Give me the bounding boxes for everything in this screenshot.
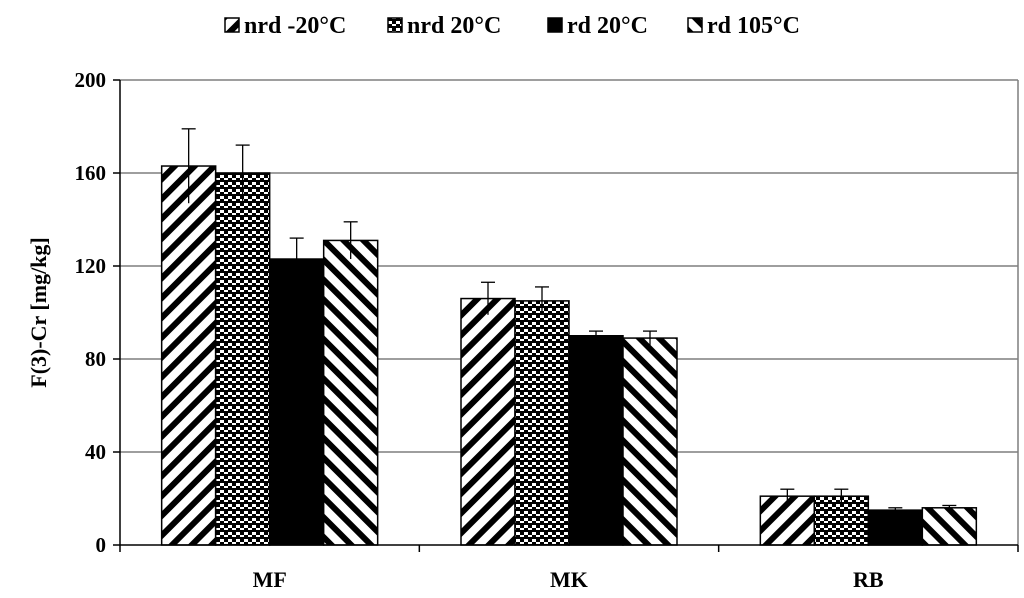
y-tick-label: 40	[85, 440, 106, 464]
bar-mk-2	[568, 335, 624, 546]
bar-mf-1	[214, 172, 271, 546]
y-tick-label: 80	[85, 347, 106, 371]
bar-rb-0	[759, 495, 816, 546]
bar-mf-0	[160, 165, 217, 546]
bar-rb-2	[867, 509, 924, 546]
x-tick-label: RB	[853, 567, 884, 592]
legend-swatch	[224, 17, 240, 33]
legend-item: rd 20°C	[547, 13, 648, 39]
bar-mf-2	[268, 258, 325, 546]
error-bars	[181, 128, 957, 513]
bar-mk-1	[514, 300, 570, 546]
bars	[160, 165, 978, 546]
bar-rb-1	[813, 495, 870, 546]
x-tick-label: MK	[550, 567, 588, 592]
bar-mf-3	[322, 239, 379, 546]
legend-label: nrd -20°C	[244, 13, 346, 39]
legend-label: nrd 20°C	[407, 13, 501, 39]
legend: nrd -20°C nrd 20°C rd 20°C rd 105°C	[224, 13, 800, 39]
y-tick-label: 120	[75, 254, 107, 278]
x-tick-label: MF	[253, 567, 287, 592]
legend-item: nrd -20°C	[224, 13, 346, 39]
legend-label: rd 105°C	[707, 13, 800, 39]
bar-rb-3	[921, 507, 978, 546]
axis-labels: 0 40 80 120 160 200 MF MK RB F(3)-Cr [mg/kg]	[26, 68, 884, 592]
bar-mk-0	[460, 297, 516, 546]
legend-swatch	[687, 17, 703, 33]
axes	[113, 79, 1019, 552]
legend-label: rd 20°C	[567, 13, 648, 39]
legend-swatch	[387, 17, 403, 33]
legend-item: rd 105°C	[687, 13, 800, 39]
y-tick-label: 160	[75, 161, 107, 185]
legend-swatch	[547, 17, 563, 33]
y-tick-label: 0	[96, 533, 107, 557]
legend-item: nrd 20°C	[387, 13, 501, 39]
y-tick-label: 200	[75, 68, 107, 92]
y-axis-label: F(3)-Cr [mg/kg]	[26, 237, 51, 388]
bar-mk-3	[622, 337, 678, 546]
